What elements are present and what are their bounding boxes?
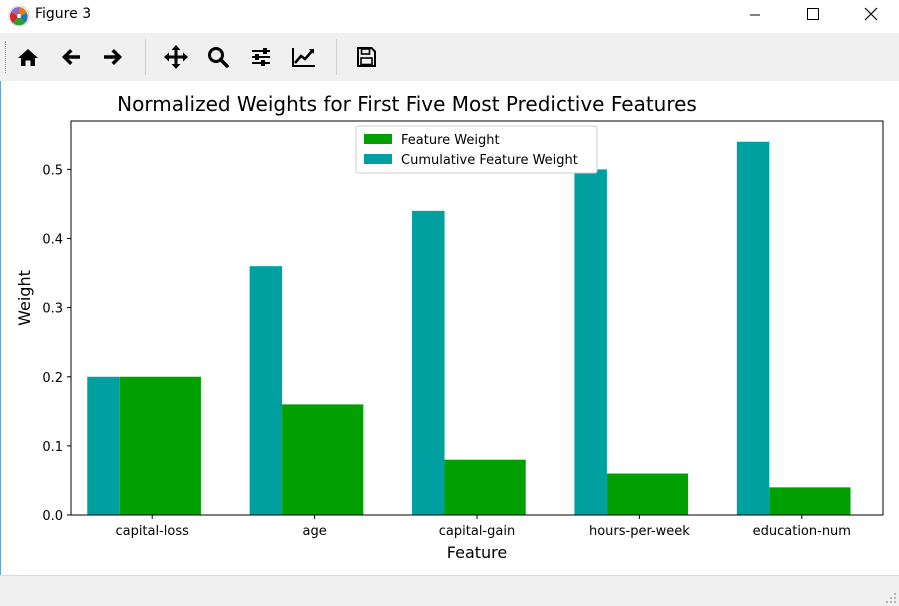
y-tick-label: 0.0 <box>42 509 63 524</box>
y-tick-label: 0.3 <box>42 302 63 317</box>
magnifier-icon <box>208 47 229 68</box>
minimize-button[interactable] <box>726 0 784 30</box>
x-axis-label: Feature <box>447 543 507 562</box>
minimize-icon <box>750 14 760 16</box>
line-chart-icon <box>292 48 315 67</box>
bar-cumulative-feature-weight <box>87 376 120 515</box>
toolbar-separator <box>145 39 146 75</box>
close-icon <box>864 7 878 21</box>
legend-swatch <box>364 134 392 144</box>
bar-cumulative-feature-weight <box>574 169 607 515</box>
y-tick-label: 0.5 <box>42 163 63 178</box>
zoom-button[interactable] <box>202 41 234 73</box>
floppy-disk-icon <box>357 47 376 67</box>
save-button[interactable] <box>350 41 382 73</box>
window-edge <box>0 81 1 575</box>
y-tick-label: 0.2 <box>42 371 63 386</box>
bar-feature-weight <box>769 487 851 515</box>
toolbar-separator <box>336 39 337 75</box>
edit-axis-button[interactable] <box>288 41 320 73</box>
bar-cumulative-feature-weight <box>736 141 770 515</box>
legend-box <box>355 125 598 174</box>
legend-label: Feature Weight <box>401 133 500 148</box>
bar-cumulative-feature-weight <box>412 210 445 515</box>
status-text <box>0 579 893 603</box>
bar-chart: Normalized Weights for First Five Most P… <box>15 92 884 562</box>
sliders-icon <box>252 48 270 66</box>
bar-feature-weight <box>444 459 526 515</box>
bar-feature-weight <box>606 473 689 515</box>
legend-swatch <box>364 154 392 164</box>
y-axis-label: Weight <box>15 270 34 326</box>
toolbar-grip[interactable] <box>5 41 8 73</box>
chart-title: Normalized Weights for First Five Most P… <box>117 92 697 116</box>
arrow-left-icon <box>62 49 80 65</box>
figure-canvas[interactable]: Normalized Weights for First Five Most P… <box>0 81 899 575</box>
matplotlib-logo-icon <box>8 5 30 27</box>
y-tick-label: 0.1 <box>42 440 63 455</box>
back-button[interactable] <box>55 41 87 73</box>
navigation-toolbar <box>0 33 899 81</box>
x-tick-label: education-num <box>753 524 851 539</box>
window-title: Figure 3 <box>35 6 92 22</box>
close-button[interactable] <box>841 0 899 30</box>
arrow-right-icon <box>104 49 122 65</box>
axes-frame <box>70 120 884 516</box>
x-tick-label: capital-gain <box>439 524 515 539</box>
maximize-button[interactable] <box>784 0 842 30</box>
bar-feature-weight <box>119 376 201 515</box>
legend-label: Cumulative Feature Weight <box>401 153 578 168</box>
pan-button[interactable] <box>160 41 192 73</box>
subplots-button[interactable] <box>245 41 277 73</box>
forward-button[interactable] <box>97 41 129 73</box>
status-bar <box>0 575 899 606</box>
x-tick-label: age <box>302 524 326 539</box>
x-tick-label: hours-per-week <box>589 524 690 539</box>
home-icon <box>18 49 38 66</box>
y-tick-label: 0.4 <box>42 233 63 248</box>
resize-grip-icon[interactable] <box>885 592 897 604</box>
home-button[interactable] <box>12 41 44 73</box>
move-icon <box>164 45 188 69</box>
title-bar: Figure 3 <box>0 0 899 32</box>
maximize-icon <box>807 8 819 20</box>
x-tick-label: capital-loss <box>115 524 189 539</box>
bar-cumulative-feature-weight <box>249 266 283 515</box>
bar-feature-weight <box>282 404 364 515</box>
